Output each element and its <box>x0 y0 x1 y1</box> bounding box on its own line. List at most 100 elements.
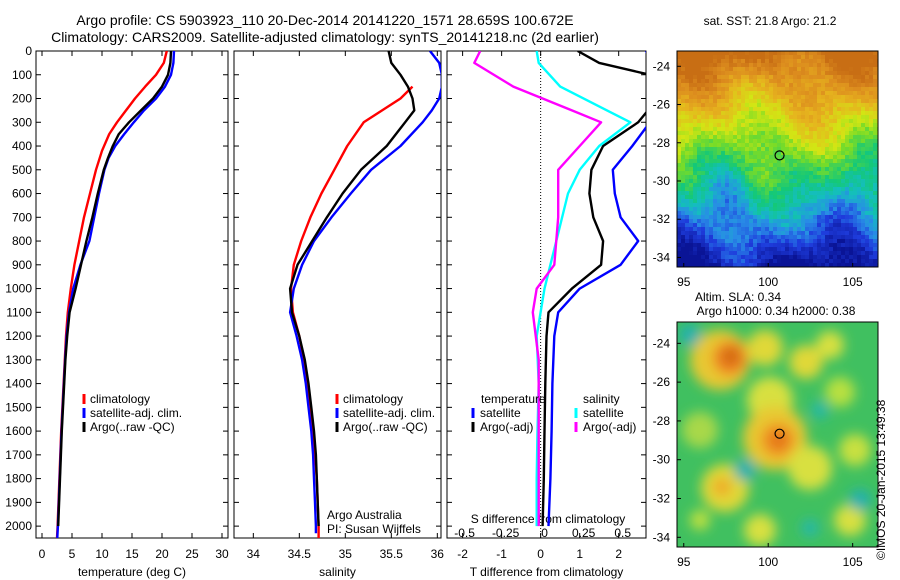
y-tick-label: 900 <box>12 258 32 272</box>
series-line-temperature-satellite <box>547 51 646 527</box>
map-x-tick-label: 105 <box>843 555 863 569</box>
y-tick-label: 500 <box>12 163 32 177</box>
x-tick-label: 20 <box>155 547 169 561</box>
map-y-tick-label: -28 <box>653 414 671 428</box>
map-y-tick-label: -30 <box>653 174 671 188</box>
map-y-tick-label: -32 <box>653 212 671 226</box>
legend-title-salinity: salinity <box>583 392 620 406</box>
map-y-tick-label: -28 <box>653 136 671 150</box>
timestamp-stamp: ©IMOS 20-Jan-2015 13:49:38 <box>874 399 888 560</box>
x-tick-label: 35.5 <box>380 547 404 561</box>
map-y-tick-label: -32 <box>653 492 671 506</box>
map-y-tick-label: -24 <box>653 336 671 350</box>
map-frame-1 <box>676 50 879 268</box>
y-tick-label: 400 <box>12 139 32 153</box>
map-x-tick-label: 100 <box>758 275 778 289</box>
y-tick-label: 1100 <box>6 305 32 319</box>
panel-frame-2 <box>233 50 442 539</box>
y-tick-label: 1200 <box>5 329 32 343</box>
panel-frame-3 <box>446 50 647 539</box>
x-tick-label: 30 <box>215 547 229 561</box>
x-tick-label: -1 <box>496 547 507 561</box>
map-x-tick-label: 105 <box>843 275 863 289</box>
map-y-tick-label: -24 <box>653 59 671 73</box>
y-tick-label: 1000 <box>5 282 32 296</box>
series-line-temperature-argo-adj- <box>541 51 646 527</box>
legend-entry: satellite-adj. clim. <box>90 406 182 420</box>
x-axis-label: salinity <box>319 565 356 579</box>
profile-panel-3: -2 -1 0 1 2 T difference from climatology -0.5… <box>446 50 647 579</box>
x-axis-label: T difference from climatology <box>470 565 624 579</box>
x-tick-label: 36 <box>431 547 445 561</box>
y-tick-label: 700 <box>12 210 32 224</box>
map-x-tick-label: 95 <box>677 555 691 569</box>
legend-entry: Argo(-adj) <box>583 420 636 434</box>
panel-frame-1 <box>35 50 229 539</box>
x-tick-label: 2 <box>615 547 622 561</box>
sst-map-title: sat. SST: 21.8 Argo: 21.2 <box>704 14 837 28</box>
x2-tick-label: 0 <box>541 526 548 540</box>
legend-entry: Argo(-adj) <box>480 420 533 434</box>
map-y-tick-label: -26 <box>653 375 671 389</box>
series-line-argo-raw-qc- <box>288 51 416 527</box>
sla-map-title-line2: Argo h1000: 0.34 h2000: 0.38 <box>697 304 856 318</box>
annotation-line2: PI: Susan Wijffels <box>327 522 421 536</box>
map-y-tick-label: -34 <box>653 530 671 544</box>
series-group <box>473 51 646 527</box>
annotation-line1: Argo Australia <box>327 508 402 522</box>
profile-panel-1: 0100200300400500600700800900100011001200… <box>5 44 229 579</box>
x-tick-label: 0 <box>39 547 46 561</box>
map-frame-2 <box>676 321 879 548</box>
legend-entry: satellite-adj. clim. <box>343 406 435 420</box>
x-tick-label: 34.5 <box>288 547 312 561</box>
x2-tick-label: 0.25 <box>572 526 596 540</box>
series-line-satellite-adj-clim- <box>288 51 441 534</box>
series-line-argo-raw-qc- <box>57 51 173 527</box>
map-image-2 <box>677 322 878 547</box>
y-tick-label: 1600 <box>5 424 32 438</box>
x-tick-label: 25 <box>185 547 199 561</box>
legend-entry: satellite <box>480 406 521 420</box>
series-group <box>288 51 441 538</box>
float-position-marker <box>774 428 785 439</box>
map-y-tick-label: -26 <box>653 98 671 112</box>
y-tick-label: 800 <box>12 234 32 248</box>
map-panel-1: 95 100 105 -24 -26 -28 -30 -32 -34 sat. SST: 21.8… <box>653 14 879 289</box>
figure-title-line2: Climatology: CARS2009. Satellite-adjuste… <box>51 29 599 45</box>
legend-entry: Argo(..raw -QC) <box>343 420 428 434</box>
x-tick-label: 1 <box>576 547 583 561</box>
float-position-marker <box>774 150 785 161</box>
y-tick-label: 1400 <box>5 377 32 391</box>
legend-title-temperature: temperature <box>481 392 546 406</box>
y-tick-label: 2000 <box>5 519 32 533</box>
x2-tick-label: -0.25 <box>492 526 520 540</box>
series-line-salinity-argo-adj- <box>473 51 603 527</box>
legend-entry: climatology <box>90 392 150 406</box>
y-tick-label: 100 <box>12 68 32 82</box>
legend-entry: climatology <box>343 392 403 406</box>
profile-panel-2: 34 34.5 35 35.5 36 salinity climatologysatelli… <box>233 50 445 579</box>
sla-map-title-line1: Altim. SLA: 0.34 <box>695 290 781 304</box>
x-tick-label: 34 <box>247 547 261 561</box>
y-tick-label: 600 <box>12 187 32 201</box>
y-tick-label: 200 <box>12 92 32 106</box>
y-tick-label: 1800 <box>5 472 32 486</box>
figure-title-line1: Argo profile: CS 5903923_110 20-Dec-2014… <box>76 12 574 28</box>
x-tick-label: -2 <box>457 547 468 561</box>
x-tick-label: 10 <box>95 547 109 561</box>
map-y-tick-label: -30 <box>653 453 671 467</box>
y-tick-label: 1700 <box>5 448 32 462</box>
legend-entry: Argo(..raw -QC) <box>90 420 175 434</box>
map-x-tick-label: 100 <box>758 555 778 569</box>
map-image-1 <box>677 51 878 267</box>
x2-tick-label: -0.5 <box>454 526 475 540</box>
legend-entry: satellite <box>583 406 624 420</box>
y-tick-label: 1300 <box>5 353 32 367</box>
x-tick-label: 35 <box>339 547 353 561</box>
x2-tick-label: 0.5 <box>614 526 631 540</box>
map-y-tick-label: -34 <box>653 250 671 264</box>
map-x-tick-label: 95 <box>677 275 691 289</box>
y-tick-label: 1900 <box>5 495 32 509</box>
x-tick-label: 15 <box>125 547 139 561</box>
